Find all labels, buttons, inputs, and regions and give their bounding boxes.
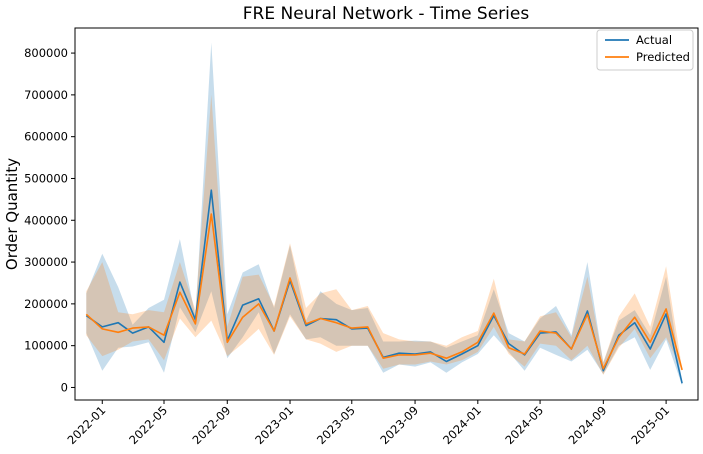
- x-tick-label: 2022-05: [126, 403, 170, 447]
- chart-title: FRE Neural Network - Time Series: [243, 4, 530, 24]
- y-tick-label: 100000: [24, 339, 68, 353]
- x-tick-label: 2023-05: [314, 403, 358, 447]
- x-tick-label: 2024-05: [502, 403, 546, 447]
- y-tick-label: 600000: [24, 130, 68, 144]
- y-tick-label: 300000: [24, 255, 68, 269]
- x-axis: 2022-01 2022-05 2022-09 2023-01 2023-05 2023-…: [65, 400, 672, 447]
- predicted-confidence-band: [86, 94, 683, 375]
- y-axis: 0 100000 200000 300000 400000 500000 600000 700…: [24, 46, 75, 394]
- y-tick-label: 800000: [24, 46, 68, 60]
- y-tick-label: 0: [61, 380, 68, 394]
- x-tick-label: 2023-01: [252, 403, 296, 447]
- legend: Actual Predicted: [596, 29, 694, 71]
- y-tick-label: 500000: [24, 171, 68, 185]
- x-tick-label: 2024-01: [440, 403, 484, 447]
- x-tick-label: 2022-09: [190, 403, 234, 447]
- predicted-series-line: [85, 213, 683, 371]
- actual-confidence-band: [86, 42, 683, 386]
- x-tick-label: 2023-09: [377, 403, 421, 447]
- x-tick-label: 2025-01: [628, 403, 672, 447]
- y-tick-label: 400000: [24, 213, 68, 227]
- legend-actual-label: Actual: [636, 33, 672, 47]
- y-tick-label: 200000: [24, 297, 68, 311]
- plot-frame: [74, 27, 699, 401]
- legend-predicted-label: Predicted: [636, 50, 690, 64]
- confidence-bands: [86, 42, 683, 386]
- series-lines: [85, 189, 683, 384]
- y-tick-label: 700000: [24, 88, 68, 102]
- x-tick-label: 2024-09: [566, 403, 610, 447]
- y-axis-label: Order Quantity: [3, 158, 21, 270]
- x-tick-label: 2022-01: [65, 403, 109, 447]
